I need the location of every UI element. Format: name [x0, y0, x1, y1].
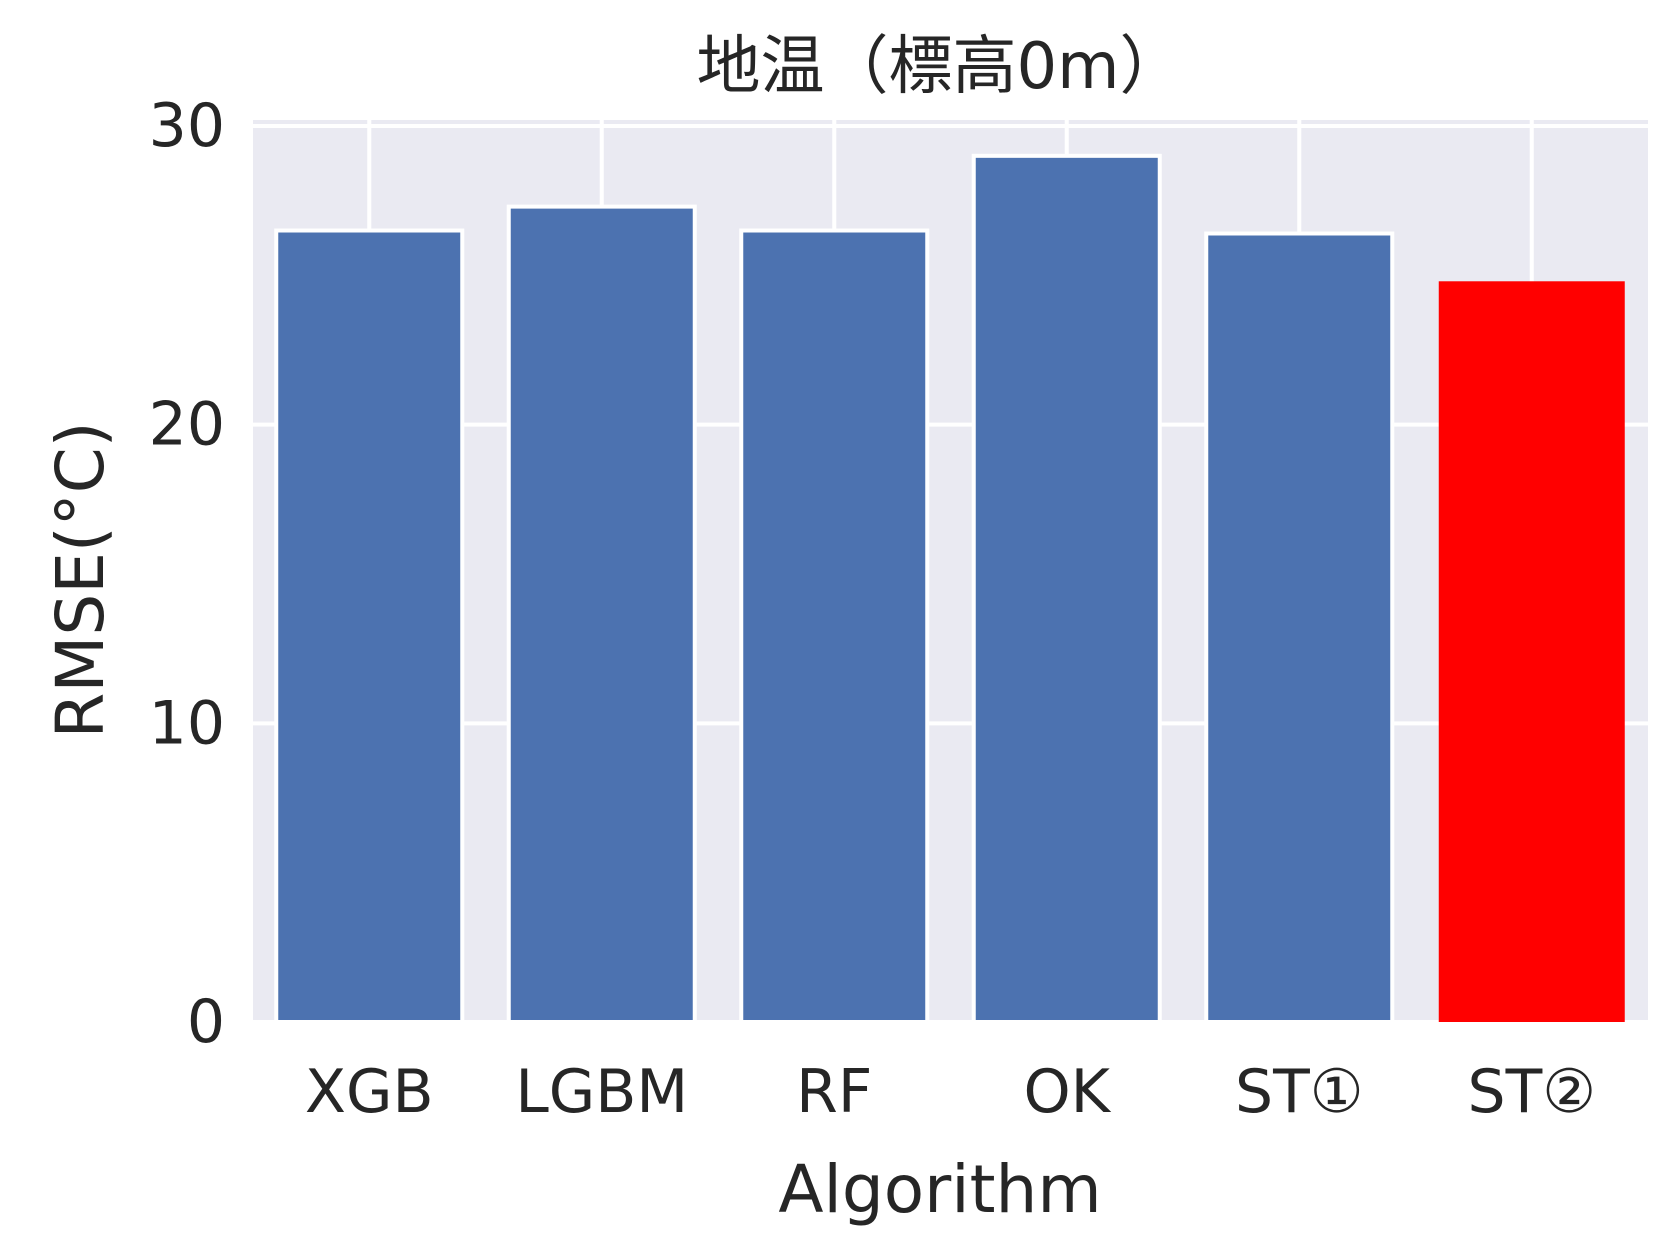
bar-XGB	[274, 228, 465, 1024]
x-tick-label: ST②	[1467, 1057, 1596, 1127]
x-tick-label: LGBM	[515, 1057, 688, 1127]
chart-title: 地温（標高0m）	[696, 30, 1183, 104]
x-tick-label: OK	[1023, 1057, 1111, 1127]
y-tick-label: 10	[149, 688, 225, 758]
y-tick-label: 30	[149, 91, 225, 161]
bar-ST①	[1204, 231, 1395, 1024]
bar-OK	[971, 153, 1162, 1024]
x-tick-label: ST①	[1235, 1057, 1364, 1127]
bar-ST②	[1438, 281, 1625, 1022]
x-tick-label: RF	[796, 1057, 872, 1127]
y-tick-labels: 0 10 20 30	[149, 91, 225, 1057]
bars	[274, 153, 1625, 1024]
x-tick-labels: XGB LGBM RF OK ST① ST②	[305, 1057, 1596, 1127]
bar-LGBM	[506, 204, 697, 1024]
plot-background	[253, 120, 1648, 1022]
y-tick-label: 0	[187, 987, 225, 1057]
x-tick-label: XGB	[305, 1057, 434, 1127]
y-axis-label: RMSE(°C)	[42, 422, 119, 739]
bar-RF	[739, 228, 930, 1024]
y-tick-label: 20	[149, 390, 225, 460]
x-axis-label: Algorithm	[778, 1151, 1101, 1228]
